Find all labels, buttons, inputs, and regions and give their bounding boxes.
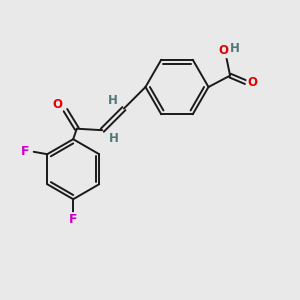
Text: H: H [109,132,118,145]
Text: H: H [108,94,117,107]
Text: O: O [52,98,62,111]
Text: F: F [69,213,77,226]
Text: O: O [247,76,257,89]
Text: F: F [21,145,30,158]
Text: O: O [218,44,228,57]
Text: H: H [230,42,240,55]
